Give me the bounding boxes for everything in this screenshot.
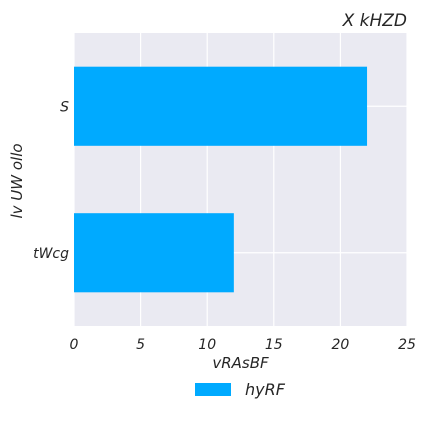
- x-axis-ticks: 0 5 10 15 20 25: [70, 337, 416, 353]
- legend: hyRF: [195, 380, 286, 399]
- chart-title: X kHZD: [342, 11, 407, 31]
- legend-swatch: [195, 383, 231, 396]
- x-tick-label: 15: [265, 337, 283, 353]
- legend-label: hyRF: [245, 380, 286, 399]
- x-tick-label: 5: [136, 337, 145, 353]
- bar-tWcg: [74, 213, 234, 293]
- y-axis-label: lv UW ollo: [8, 143, 26, 218]
- y-tick-label: tWcg: [33, 246, 69, 262]
- x-tick-label: 0: [70, 337, 79, 353]
- x-tick-label: 10: [198, 337, 216, 353]
- y-tick-label: S: [60, 99, 69, 115]
- x-axis-label: vRAsBF: [212, 354, 269, 372]
- bars: [74, 66, 368, 293]
- x-tick-label: 25: [398, 337, 416, 353]
- bar-S: [74, 66, 368, 146]
- x-tick-label: 20: [331, 337, 349, 353]
